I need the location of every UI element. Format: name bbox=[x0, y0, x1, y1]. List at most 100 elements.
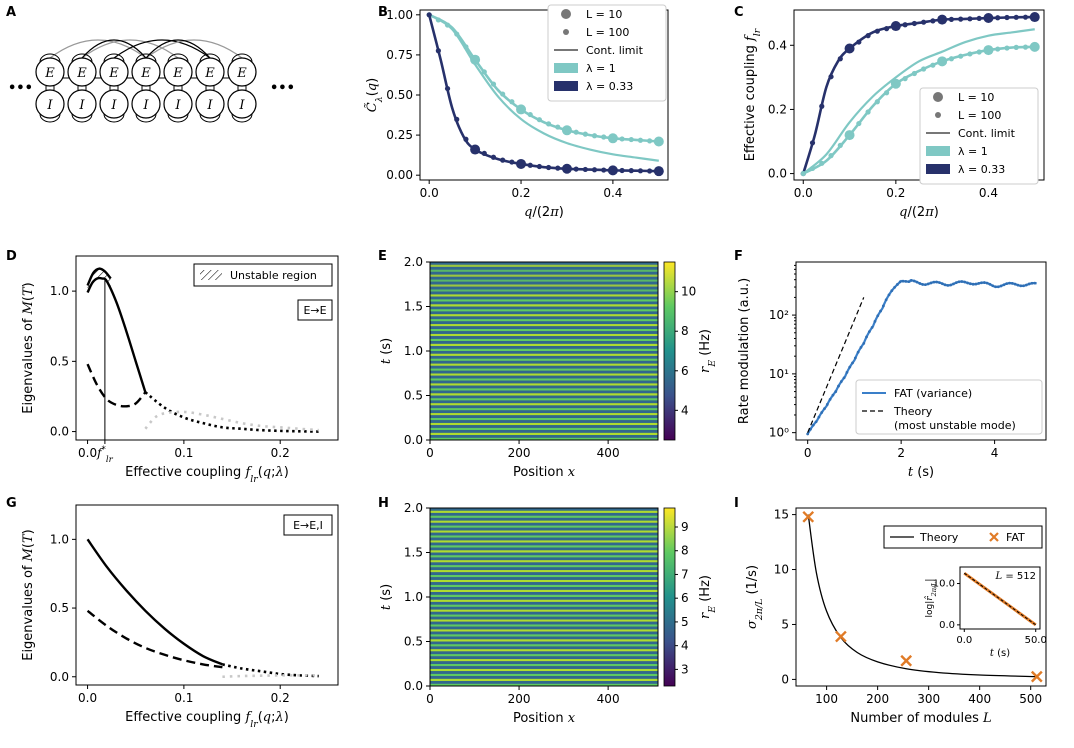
legend-label-B: L = 10 bbox=[586, 8, 622, 21]
small-point-B bbox=[638, 138, 643, 143]
heatmap-stripe-E bbox=[430, 383, 658, 385]
legend-label-C: Cont. limit bbox=[958, 127, 1016, 140]
y-axis-label-I: σ2π/L (1/s) bbox=[745, 565, 765, 629]
heatmap-stripe-dark-E bbox=[430, 425, 658, 428]
small-point-C bbox=[903, 76, 908, 81]
small-point-B bbox=[619, 136, 624, 141]
heatmap-stripe-dark-H bbox=[430, 597, 658, 600]
legend-label-I: Theory bbox=[919, 531, 959, 544]
fat-variance-point bbox=[865, 335, 868, 338]
small-point-C bbox=[1014, 15, 1019, 20]
eigenvalue-curve-G bbox=[222, 664, 318, 676]
colorbar-label-H: rE (Hz) bbox=[698, 575, 718, 619]
small-point-B bbox=[463, 137, 468, 142]
fat-variance-point bbox=[989, 283, 992, 286]
heatmap-stripe-H bbox=[430, 526, 658, 528]
heatmap-stripe-dark-H bbox=[430, 543, 658, 546]
heatmap-stripe-E bbox=[430, 388, 658, 390]
small-point-B bbox=[491, 81, 496, 86]
fat-variance-point bbox=[806, 433, 809, 436]
y-axis-label-G: Eigenvalues of M(T) bbox=[21, 529, 36, 661]
y-tick-label-H: 1.5 bbox=[404, 546, 423, 560]
heatmap-stripe-H bbox=[430, 590, 658, 592]
heatmap-stripe-H bbox=[430, 540, 658, 542]
heatmap-stripe-dark-H bbox=[430, 548, 658, 551]
heatmap-stripe-E bbox=[430, 359, 658, 361]
fat-marker bbox=[836, 632, 846, 642]
fat-variance-point bbox=[991, 284, 994, 287]
heatmap-stripe-E bbox=[430, 369, 658, 371]
fat-variance-point bbox=[1014, 283, 1017, 286]
x-tick-label-H: 0 bbox=[426, 692, 434, 706]
colorbar-tick-label-E: 4 bbox=[681, 403, 689, 417]
node-E-label: E bbox=[236, 66, 247, 81]
heatmap-stripe-dark-E bbox=[430, 302, 658, 305]
heatmap-stripe-dark-E bbox=[430, 297, 658, 300]
heatmap-stripe-dark-E bbox=[430, 371, 658, 374]
big-point-B bbox=[654, 137, 664, 147]
fat-variance-point bbox=[1028, 283, 1031, 286]
x-tick-label-C: 0.0 bbox=[794, 186, 813, 200]
heatmap-stripe-dark-E bbox=[430, 366, 658, 369]
heatmap-stripe-dark-E bbox=[430, 267, 658, 270]
y-tick-label-B: 0.00 bbox=[386, 168, 413, 182]
y-tick-label-G: 0.5 bbox=[50, 601, 69, 615]
heatmap-stripe-H bbox=[430, 610, 658, 612]
node-I-label: I bbox=[206, 98, 213, 113]
y-tick-label-H: 0.5 bbox=[404, 635, 423, 649]
x-tick-label-I: 200 bbox=[866, 692, 889, 706]
big-point-C bbox=[1030, 42, 1040, 52]
x-tick-label-B: 0.4 bbox=[603, 186, 622, 200]
fat-variance-point bbox=[820, 411, 823, 414]
heatmap-stripe-dark-E bbox=[430, 341, 658, 344]
y-tick-label-D: 0.0 bbox=[50, 425, 69, 439]
small-point-C bbox=[930, 63, 935, 68]
heatmap-stripe-dark-E bbox=[430, 415, 658, 418]
fat-variance-point bbox=[1005, 282, 1008, 285]
big-point-C bbox=[937, 56, 947, 66]
fat-variance-point bbox=[890, 289, 893, 292]
fat-variance-point bbox=[868, 330, 871, 333]
fat-variance-point bbox=[812, 424, 815, 427]
small-point-B bbox=[574, 130, 579, 135]
chart-B: 0.0 0.2 0.40.000.250.500.751.00q/(2π)C̃λ(q… bbox=[364, 5, 668, 220]
small-point-C bbox=[977, 49, 982, 54]
inset-y-tick-label: 0.0 bbox=[939, 620, 955, 631]
small-point-B bbox=[537, 117, 542, 122]
node-I-label: I bbox=[174, 98, 181, 113]
x-tick-label-B: 0.0 bbox=[420, 186, 439, 200]
long-range-connection bbox=[146, 40, 210, 58]
heatmap-stripe-E bbox=[430, 413, 658, 415]
fat-variance-point bbox=[983, 281, 986, 284]
heatmap-stripe-E bbox=[430, 354, 658, 356]
fat-variance-point bbox=[843, 376, 846, 379]
heatmap-stripe-H bbox=[430, 634, 658, 636]
y-tick-label-E: 1.5 bbox=[404, 300, 423, 314]
colorbar-label-E: rE (Hz) bbox=[698, 329, 718, 373]
heatmap-stripe-dark-E bbox=[430, 361, 658, 364]
heatmap-stripe-dark-E bbox=[430, 292, 658, 295]
x-tick-label-C: 0.2 bbox=[886, 186, 905, 200]
fat-variance-point bbox=[980, 281, 983, 284]
heatmap-stripe-dark-E bbox=[430, 336, 658, 339]
node-E-label: E bbox=[44, 66, 55, 81]
fat-variance-point bbox=[1019, 284, 1022, 287]
x-tick-label-H: 200 bbox=[508, 692, 531, 706]
x-axis-label-E: Position x bbox=[513, 465, 576, 480]
heatmap-stripe-E bbox=[430, 349, 658, 351]
big-point-B bbox=[470, 55, 480, 65]
heatmap-stripe-dark-H bbox=[430, 627, 658, 630]
x-tick-label-E: 400 bbox=[597, 446, 620, 460]
x-tick-label-F: 4 bbox=[991, 446, 999, 460]
heatmap-stripe-dark-E bbox=[430, 376, 658, 379]
node-I-label: I bbox=[78, 98, 85, 113]
fat-variance-point bbox=[862, 342, 865, 345]
legend-marker-big bbox=[933, 92, 943, 102]
fat-variance-point bbox=[1003, 283, 1006, 286]
heatmap-stripe-E bbox=[430, 324, 658, 326]
fat-variance-point bbox=[955, 281, 958, 284]
heatmap-stripe-H bbox=[430, 619, 658, 621]
y-tick-label-H: 0.0 bbox=[404, 679, 423, 693]
x-tick-label-G: 0.2 bbox=[271, 691, 290, 705]
big-point-B bbox=[562, 125, 572, 135]
